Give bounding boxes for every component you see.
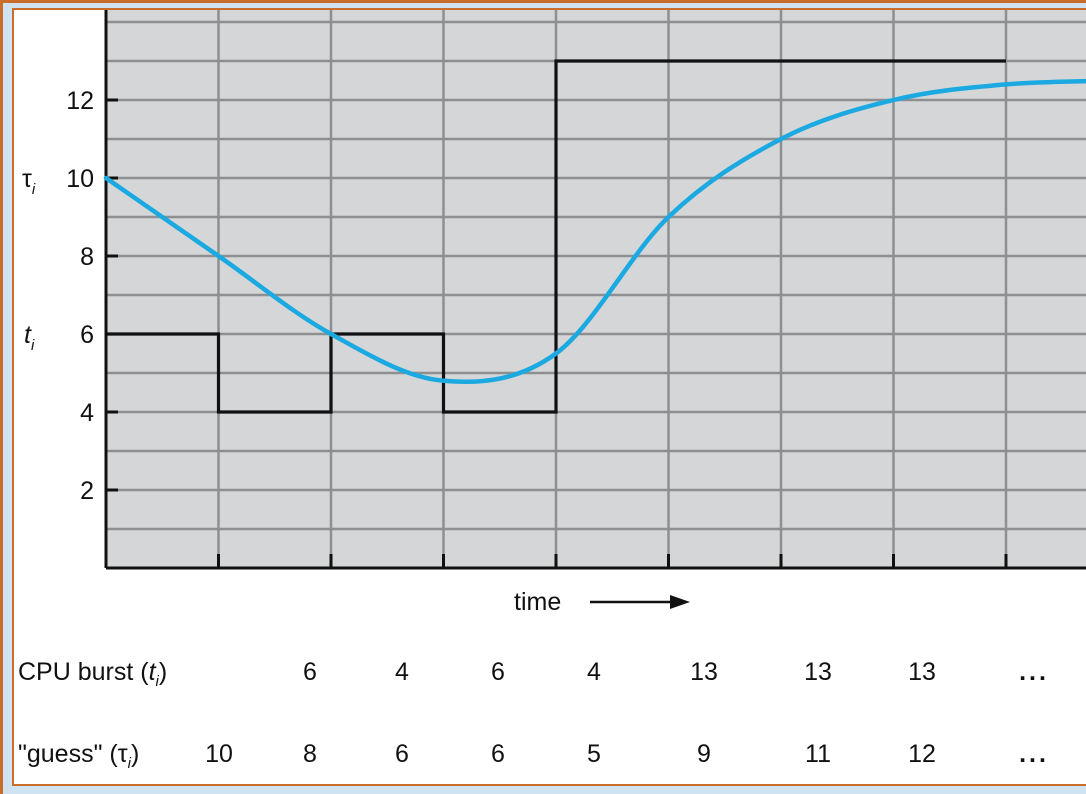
table-cell: 13	[690, 658, 718, 686]
y-tick-label: 8	[80, 243, 94, 271]
y-tick-label: 12	[66, 87, 94, 115]
y-tick-label: 2	[80, 477, 94, 505]
table-cell: ...	[1019, 740, 1049, 768]
plot-area	[106, 10, 1086, 568]
table-cell: 12	[908, 740, 936, 768]
label-close: )	[130, 740, 140, 768]
y-tick-label: 6	[80, 321, 94, 349]
table-cell: 11	[805, 740, 831, 768]
table-cell: 4	[587, 658, 601, 686]
label-symbol: t	[148, 658, 156, 686]
table-cell: 13	[804, 658, 832, 686]
cpu-burst-step-line	[106, 59, 1006, 414]
y-tick-label: 4	[80, 399, 94, 427]
table-cell: ...	[1019, 658, 1049, 686]
arrow-head	[670, 595, 690, 609]
table-cell: 9	[697, 740, 711, 768]
guess-curve	[103, 78, 1086, 385]
table-cell: 8	[303, 740, 317, 768]
label-text: CPU burst (	[18, 658, 149, 686]
table-cell: 6	[303, 658, 317, 686]
label-close: )	[158, 658, 168, 686]
label-text: "guess" (	[18, 740, 118, 768]
label-subscript: i	[127, 755, 131, 772]
table-cell: 6	[491, 740, 505, 768]
label-symbol: τ	[117, 740, 128, 768]
label-subscript: i	[155, 673, 159, 690]
figure-panel: 2 4 6 8 10 12 τi ti time CPU burst (ti) 6 4 6 4 13…	[12, 8, 1086, 786]
y-symbol-tau: τi	[22, 165, 36, 198]
table-cell: 10	[205, 740, 233, 768]
table-cell: 5	[587, 740, 601, 768]
x-axis-label: time	[514, 588, 561, 616]
table-cell: 13	[908, 658, 936, 686]
table-cell: 6	[395, 740, 409, 768]
y-tick-labels: 2 4 6 8 10 12	[66, 87, 94, 505]
table-row-label: "guess" (τi)	[18, 740, 139, 772]
time-arrow	[590, 595, 690, 609]
table-cell: 6	[491, 658, 505, 686]
y-symbol-t: ti	[24, 321, 35, 354]
table-cell: 4	[395, 658, 409, 686]
table-row-label: CPU burst (ti)	[18, 658, 167, 690]
y-tick-label: 10	[66, 165, 94, 193]
burst-prediction-chart: 2 4 6 8 10 12 τi ti time	[22, 10, 1086, 616]
